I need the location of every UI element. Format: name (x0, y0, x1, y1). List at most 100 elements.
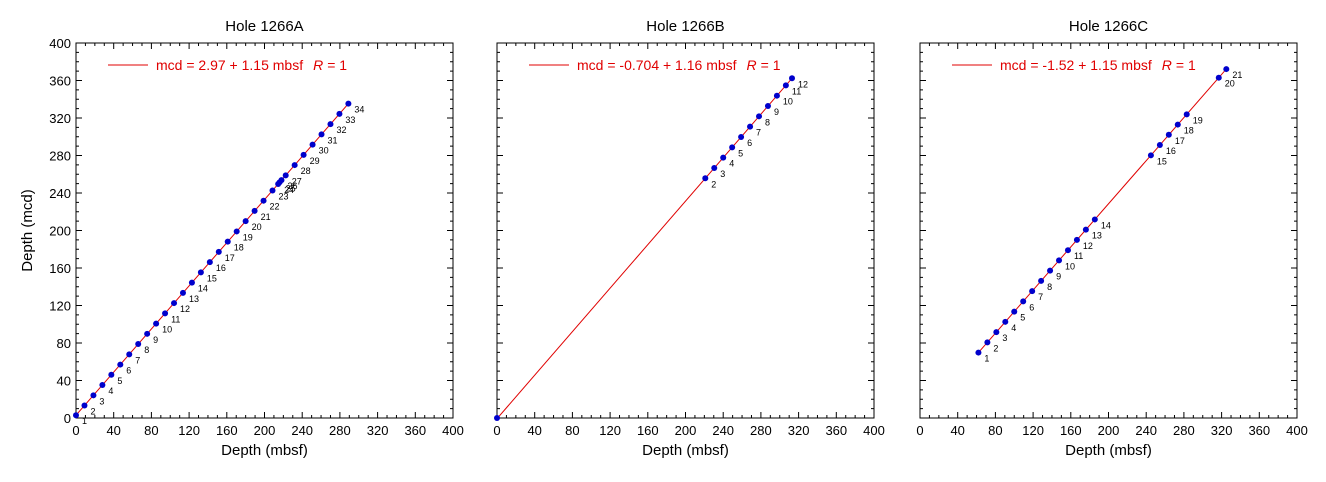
fit-r-symbol: R (313, 57, 323, 73)
data-point-label: 10 (783, 97, 793, 107)
data-point-label: 34 (354, 105, 364, 115)
data-point-label: 4 (1011, 323, 1016, 333)
data-point-label: 27 (292, 176, 302, 186)
x-tick-label: 200 (675, 423, 697, 438)
data-point-label: 18 (234, 243, 244, 253)
x-tick-label: 360 (1248, 423, 1270, 438)
data-point-label: 9 (153, 335, 158, 345)
data-point (756, 113, 763, 120)
data-point-label: 21 (1232, 70, 1242, 80)
x-axis-label: Depth (mbsf) (642, 442, 729, 459)
x-tick-label: 0 (916, 423, 923, 438)
data-point (99, 382, 106, 388)
data-point (171, 300, 178, 307)
data-point-label: 5 (117, 376, 122, 386)
data-point-label: 14 (1101, 220, 1111, 230)
data-point (336, 110, 343, 117)
data-point-label: 12 (1083, 241, 1093, 251)
data-point-label: 10 (1065, 261, 1075, 271)
data-point (702, 175, 709, 182)
data-point (126, 351, 133, 358)
data-point (251, 207, 258, 214)
data-point-label: 11 (1074, 251, 1083, 261)
y-tick-label: 200 (49, 224, 71, 239)
data-point (975, 349, 982, 356)
data-point (117, 361, 124, 368)
data-point (269, 187, 276, 194)
fit-equation: mcd = -1.52 + 1.15 mbsf R = 1 (1000, 57, 1196, 73)
plot-frame (496, 42, 875, 419)
data-point-label: 13 (1092, 231, 1102, 241)
data-point-label: 5 (1020, 313, 1025, 323)
data-point-label: 6 (126, 366, 131, 376)
data-point-label: 9 (1056, 272, 1061, 282)
data-point-label: 23 (279, 191, 289, 201)
x-tick-label: 0 (493, 423, 500, 438)
data-point-label: 14 (198, 284, 208, 294)
data-point-label: 3 (1002, 333, 1007, 343)
data-point-label: 11 (792, 86, 801, 96)
y-tick-label: 160 (49, 261, 71, 276)
x-tick-label: 80 (144, 423, 158, 438)
x-tick-label: 360 (404, 423, 426, 438)
data-point-label: 20 (1225, 79, 1235, 89)
y-tick-label: 280 (49, 149, 71, 164)
x-tick-label: 120 (1022, 423, 1044, 438)
data-point-label: 11 (171, 314, 180, 324)
x-tick-label: 0 (72, 423, 79, 438)
x-tick-label: 40 (527, 423, 541, 438)
data-point (789, 75, 796, 82)
data-point-label: 30 (319, 146, 329, 156)
data-point (747, 123, 754, 130)
x-tick-label: 320 (788, 423, 810, 438)
x-tick-label: 320 (367, 423, 389, 438)
data-point (720, 154, 727, 161)
data-point-label: 16 (1166, 146, 1176, 156)
data-point (1011, 308, 1018, 315)
data-point (206, 259, 213, 266)
data-point (197, 269, 204, 276)
data-point (1082, 226, 1089, 233)
fit-r-value: = 1 (327, 57, 347, 73)
data-point (224, 238, 231, 245)
x-tick-label: 400 (1286, 423, 1308, 438)
data-point-label: 31 (328, 135, 338, 145)
y-tick-label: 80 (57, 336, 71, 351)
data-point-label: 24 (284, 185, 294, 195)
x-tick-label: 40 (950, 423, 964, 438)
x-tick-label: 160 (216, 423, 238, 438)
data-point (242, 218, 249, 225)
x-tick-label: 240 (291, 423, 313, 438)
data-point-label: 19 (243, 232, 253, 242)
data-point (318, 131, 325, 138)
data-point-label: 22 (270, 202, 280, 212)
data-point-label: 17 (225, 253, 235, 263)
fit-equation: mcd = 2.97 + 1.15 mbsf R = 1 (156, 57, 347, 73)
data-point (1073, 236, 1080, 243)
data-point-label: 7 (1038, 292, 1043, 302)
y-tick-label: 320 (49, 111, 71, 126)
fit-equation-text: mcd = -0.704 + 1.16 mbsf (577, 57, 737, 73)
x-tick-label: 400 (442, 423, 464, 438)
data-point-label: 15 (1157, 156, 1167, 166)
data-point-label: 4 (108, 386, 113, 396)
data-point-label: 7 (756, 128, 761, 138)
data-point-label: 33 (345, 115, 355, 125)
fit-equation: mcd = -0.704 + 1.16 mbsf R = 1 (577, 57, 781, 73)
data-point-label: 7 (135, 355, 140, 365)
data-point (1156, 142, 1163, 148)
data-point (144, 330, 151, 337)
fit-equation-text: mcd = 2.97 + 1.15 mbsf (156, 57, 303, 73)
data-point-label: 8 (1047, 282, 1052, 292)
data-point-label: 29 (310, 156, 320, 166)
chart-title: Hole 1266C (1069, 18, 1148, 35)
data-point (1002, 318, 1009, 325)
x-tick-label: 200 (254, 423, 276, 438)
data-point (215, 248, 222, 255)
data-point (108, 371, 115, 378)
data-point (1223, 66, 1230, 73)
x-tick-label: 280 (329, 423, 351, 438)
data-point-label: 13 (189, 294, 199, 304)
data-point-label: 1 (984, 354, 989, 364)
data-point (233, 228, 240, 235)
